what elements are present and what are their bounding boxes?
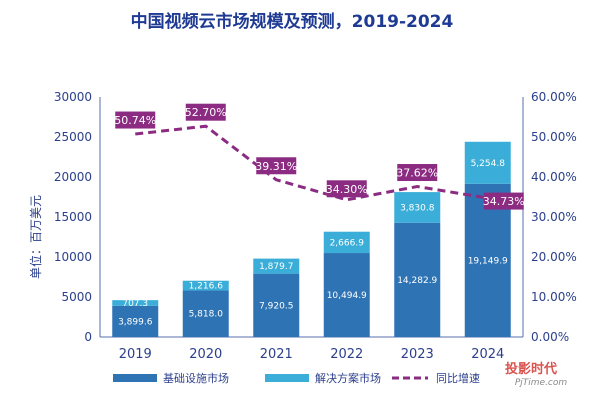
y-tick-label: 20000 xyxy=(54,170,92,184)
y-tick-label: 30000 xyxy=(54,90,92,104)
legend-swatch-solution xyxy=(265,374,309,382)
bar-solution-label: 3,830.8 xyxy=(400,203,435,213)
bar-infrastructure xyxy=(253,273,300,337)
bar-infrastructure-label: 10,494.9 xyxy=(327,291,367,301)
y2-tick-label: 20.00% xyxy=(531,250,577,264)
bar-infrastructure xyxy=(182,290,229,337)
bar-infrastructure xyxy=(394,222,441,337)
growth-label-box xyxy=(115,111,156,129)
watermark: 投影时代 PjTime.com xyxy=(505,361,567,388)
y-tick-label: 5000 xyxy=(61,290,92,304)
bar-solution-label: 5,254.8 xyxy=(471,159,506,169)
legend-label-growth: 同比增速 xyxy=(436,371,480,385)
bar-infrastructure-label: 5,818.0 xyxy=(189,310,224,320)
y2-tick-label: 40.00% xyxy=(531,170,577,184)
growth-line-path xyxy=(135,124,488,202)
y2-tick-label: 10.00% xyxy=(531,290,577,304)
bar-infrastructure-label: 7,920.5 xyxy=(259,301,293,311)
bar-solution xyxy=(464,141,511,184)
bar-solution xyxy=(112,300,159,306)
x-tick-label: 2020 xyxy=(189,347,222,362)
growth-label: 50.74% xyxy=(114,114,156,127)
growth-label-box xyxy=(256,157,297,175)
bar-infrastructure-label: 14,282.9 xyxy=(397,276,437,286)
y2-tick-label: 60.00% xyxy=(531,90,577,104)
growth-label-box xyxy=(185,103,226,121)
chart-title: 中国视频云市场规模及预测，2019-2024 xyxy=(131,11,454,32)
bars: 3,899.6 707.3 5,818.0 1,216.6 7,920.5 1,879.7… xyxy=(112,141,511,337)
legend-label-solution: 解决方案市场 xyxy=(315,371,381,385)
x-tick-label: 2022 xyxy=(330,347,363,362)
bar-infrastructure-label: 19,149.9 xyxy=(468,256,508,266)
legend-label-infrastructure: 基础设施市场 xyxy=(163,371,229,385)
bar-infrastructure-label: 3,899.6 xyxy=(118,317,153,327)
y-tick-label: 15000 xyxy=(54,210,92,224)
bar-solution-label: 2,666.9 xyxy=(330,238,365,248)
y-axis-label: 单位：百万美元 xyxy=(28,195,43,279)
legend-swatch-infrastructure xyxy=(113,374,157,382)
growth-label-box xyxy=(326,180,367,198)
legend: 基础设施市场 解决方案市场 同比增速 xyxy=(113,371,480,385)
bar-solution-label: 1,879.7 xyxy=(259,262,293,272)
bar-infrastructure xyxy=(323,253,370,337)
growth-label: 34.30% xyxy=(326,183,368,196)
y2-tick-label: 30.00% xyxy=(531,210,577,224)
bar-solution-label: 707.3 xyxy=(122,299,148,309)
axes: 30000 25000 20000 15000 10000 5000 0 60.00% 50.0… xyxy=(28,90,577,362)
x-tick-label: 2023 xyxy=(401,347,434,362)
y-tick-label: 10000 xyxy=(54,250,92,264)
growth-label-box xyxy=(483,192,524,210)
bar-solution xyxy=(253,258,300,274)
x-tick-label: 2024 xyxy=(471,347,504,362)
x-tick-label: 2019 xyxy=(119,347,152,362)
x-tick-label: 2021 xyxy=(260,347,293,362)
bar-solution xyxy=(394,192,441,223)
bar-solution xyxy=(323,231,370,254)
y-tick-label: 0 xyxy=(84,330,92,344)
y-tick-label: 25000 xyxy=(54,130,92,144)
growth-line: 50.74% 52.70% 39.31% 34.30% 37.62% 34.73% xyxy=(114,103,525,210)
watermark-site: PjTime.com xyxy=(515,378,568,388)
growth-label-box xyxy=(397,164,438,182)
watermark-name: 投影时代 xyxy=(505,361,557,377)
y2-tick-label: 50.00% xyxy=(531,130,577,144)
growth-label: 39.31% xyxy=(255,160,297,173)
growth-label: 52.70% xyxy=(185,106,227,119)
bar-infrastructure xyxy=(112,305,159,337)
growth-label: 34.73% xyxy=(483,195,525,208)
growth-label: 37.62% xyxy=(396,167,438,180)
bar-solution-label: 1,216.6 xyxy=(189,282,224,292)
bar-solution xyxy=(182,280,229,291)
y2-tick-label: 0.00% xyxy=(531,330,569,344)
